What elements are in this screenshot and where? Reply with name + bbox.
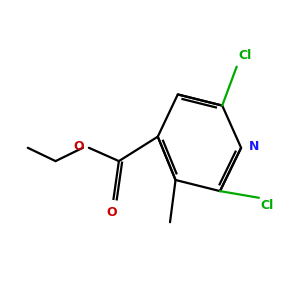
Text: N: N bbox=[248, 140, 259, 153]
Text: O: O bbox=[73, 140, 84, 153]
Text: O: O bbox=[106, 206, 117, 219]
Text: Cl: Cl bbox=[261, 200, 274, 212]
Text: Cl: Cl bbox=[238, 49, 252, 62]
